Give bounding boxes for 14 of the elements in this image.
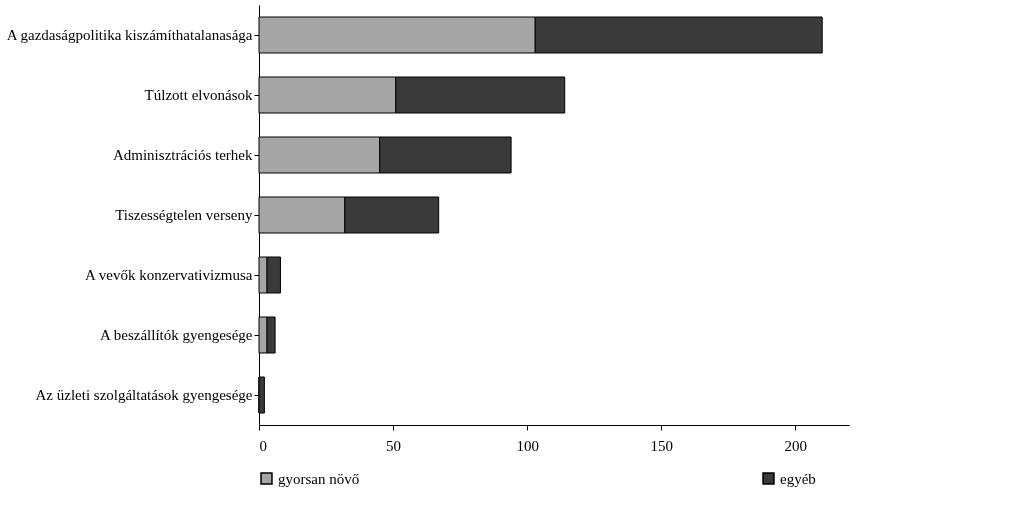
legend-label: gyorsan növő <box>278 470 360 487</box>
x-tick-label: 50 <box>386 437 402 454</box>
x-tick-label: 0 <box>259 437 267 454</box>
y-tick-label: A gazdaságpolitika kiszámíthatalanasága <box>6 27 253 43</box>
y-tick-label: Túlzott elvonások <box>144 87 253 103</box>
legend-label: egyéb <box>780 470 816 487</box>
y-tick-label: Az üzleti szolgáltatások gyengesége <box>35 387 253 403</box>
y-tick-label: A vevők konzervativizmusa <box>85 267 253 283</box>
y-tick-label: Tiszességtelen verseny <box>115 207 253 223</box>
x-tick-label: 100 <box>516 437 539 454</box>
x-tick-label: 150 <box>650 437 674 454</box>
x-tick-label: 200 <box>784 437 808 454</box>
y-tick-label: Adminisztrációs terhek <box>112 147 253 163</box>
y-tick-label: A beszállítók gyengesége <box>100 327 253 343</box>
